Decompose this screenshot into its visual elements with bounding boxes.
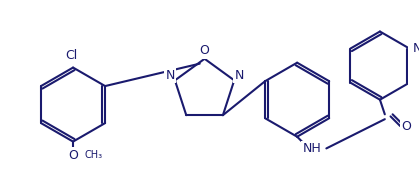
Text: N: N [413,42,419,55]
Text: N: N [234,69,244,82]
Text: O: O [68,149,78,162]
Text: Cl: Cl [65,49,77,62]
Text: N: N [166,69,175,82]
Text: O: O [199,44,210,58]
Text: NH: NH [303,142,321,155]
Text: CH₃: CH₃ [85,150,103,160]
Text: O: O [401,121,411,133]
